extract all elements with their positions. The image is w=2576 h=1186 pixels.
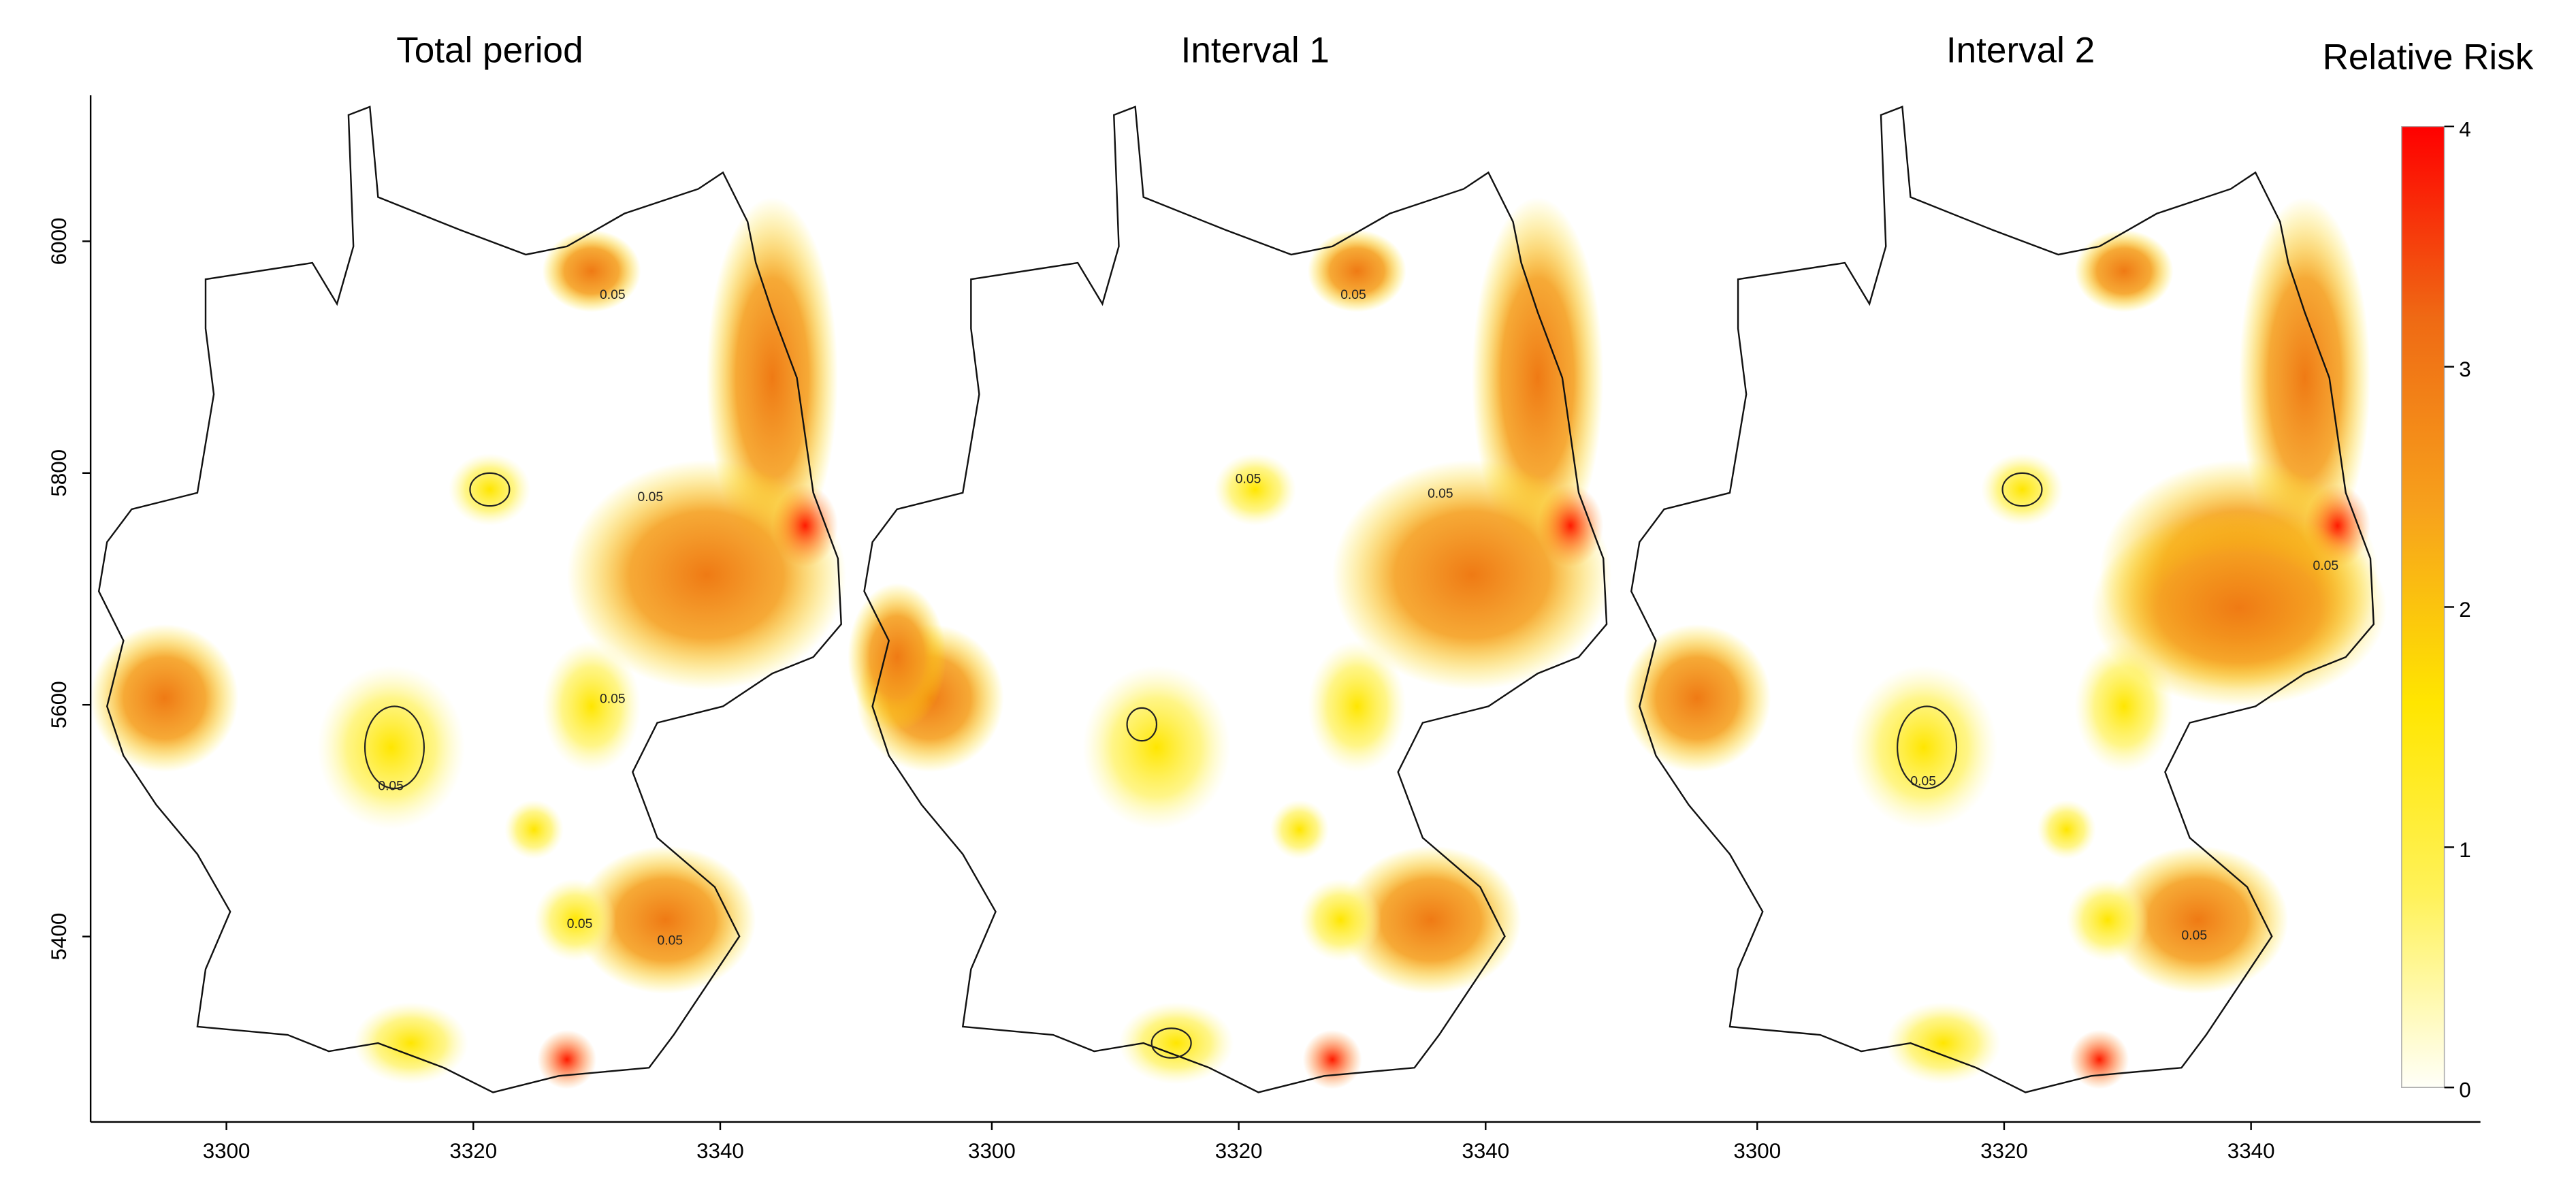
contour-label: 0.05 — [600, 288, 626, 302]
contour-label: 0.05 — [1236, 472, 1261, 486]
y-tick-label: 5800 — [47, 449, 71, 497]
x-tick-label: 3340 — [1462, 1139, 1509, 1163]
y-tick-label: 6000 — [47, 218, 71, 266]
contour — [364, 705, 425, 790]
colorbar-tick-label: 0 — [2459, 1078, 2470, 1102]
x-tick-label: 3320 — [449, 1139, 497, 1163]
contour-label: 0.05 — [600, 692, 626, 707]
contour-label: 0.05 — [1340, 288, 1366, 302]
panel-title: Interval 2 — [1946, 31, 2095, 71]
contour — [1126, 707, 1158, 742]
x-tick-label: 3320 — [1980, 1139, 2028, 1163]
colorbar-title: Relative Risk — [2323, 37, 2534, 77]
colorbar-tick-label: 3 — [2459, 357, 2470, 381]
contour — [469, 472, 511, 507]
y-tick-label: 5400 — [47, 913, 71, 961]
contour — [2001, 472, 2043, 507]
panel-title: Total period — [396, 31, 583, 71]
x-tick-label: 3340 — [696, 1139, 744, 1163]
contour-label: 0.05 — [567, 917, 593, 931]
contour-label: 0.05 — [2182, 929, 2208, 943]
colorbar-tick-label: 2 — [2459, 598, 2470, 622]
panel-title: Interval 1 — [1181, 31, 1330, 71]
x-tick-label: 3320 — [1215, 1139, 1263, 1163]
map-panel: 0.05 0.05 0.05 — [1623, 106, 2387, 1093]
map-panel: 0.05 0.05 0.05 — [848, 106, 1612, 1093]
colorbar — [2401, 126, 2445, 1088]
x-tick-label: 3300 — [968, 1139, 1016, 1163]
x-tick-label: 3300 — [203, 1139, 251, 1163]
map-panel: 0.05 0.05 0.05 0.05 0.05 0.05 — [91, 106, 846, 1093]
contour — [1150, 1027, 1192, 1059]
colorbar-tick-label: 1 — [2459, 838, 2470, 862]
x-tick-label: 3300 — [1733, 1139, 1781, 1163]
contour — [1897, 705, 1958, 790]
x-tick-label: 3340 — [2227, 1139, 2275, 1163]
colorbar-tick-label: 4 — [2459, 117, 2470, 141]
contour-label: 0.05 — [658, 933, 683, 948]
y-tick-label: 5600 — [47, 681, 71, 728]
contour-label: 0.05 — [1910, 774, 1936, 788]
contour-label: 0.05 — [378, 780, 404, 794]
contour-label: 0.05 — [638, 490, 664, 504]
risk-surface — [91, 197, 846, 1089]
contour-label: 0.05 — [1428, 487, 1453, 501]
risk-surface — [856, 197, 1612, 1089]
contour-label: 0.05 — [2313, 559, 2339, 573]
